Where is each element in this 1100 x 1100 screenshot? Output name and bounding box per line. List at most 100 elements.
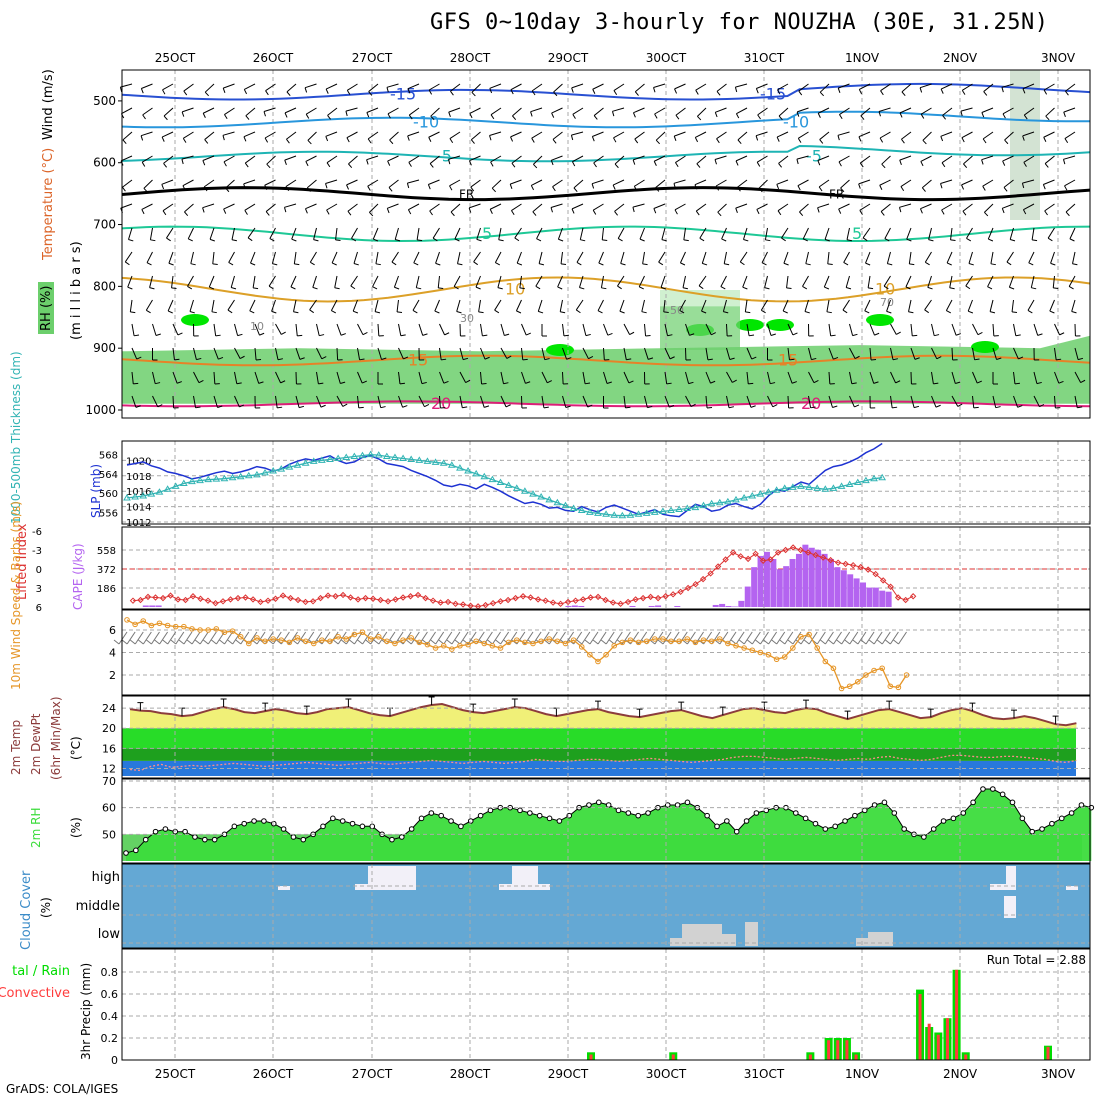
wind-barb-flag-13-5 [239, 404, 245, 408]
wind-barb-10m-flag-27 [332, 639, 339, 645]
rh-2m-point-47 [586, 802, 592, 808]
wind-barb-flag-8-37 [883, 285, 889, 290]
wind-barb-4-22 [573, 179, 584, 189]
wind-barb-8-8 [290, 275, 297, 288]
wind-barb-4-4 [203, 179, 215, 188]
wind-barb-9-14 [412, 299, 420, 311]
wind-speed-point-70 [692, 639, 699, 646]
wind-speed-point-13 [229, 628, 236, 634]
wind-barb-3-27 [675, 155, 686, 163]
slp-tick-1018: 1018 [126, 472, 151, 483]
wind-barb-flag-13-31 [772, 404, 778, 408]
wind-barb-13-9 [316, 395, 322, 408]
wind-barb-12-1 [152, 371, 156, 384]
wind-barb-10m-flag-96 [893, 639, 899, 645]
wind-barb-flag-11-45 [1056, 358, 1062, 361]
wind-barb-flag-2-23 [591, 136, 595, 142]
lifted-index-point-19 [272, 595, 279, 602]
wind-barb-flag-7-21 [560, 263, 567, 266]
wind-barb-flag-13-38 [913, 405, 920, 409]
wind-barb-flag-9-16 [456, 311, 462, 314]
wind-barb-10m-52 [540, 631, 550, 645]
wind-barb-flag-4-7 [264, 185, 268, 190]
wind-barb-10m-77 [743, 631, 753, 645]
thickness-point-46 [496, 478, 505, 486]
wind-barb-flag-3-3 [181, 158, 184, 165]
slp-tick-1016: 1016 [126, 487, 151, 498]
wind-barb-11-5 [234, 347, 241, 359]
temp-tick-12: 12 [102, 762, 116, 775]
thickness-point-2 [139, 492, 148, 499]
thickness-point-7 [179, 479, 188, 486]
wind-barb-10m-flag-2 [129, 639, 136, 645]
rh-shade-dry-band [122, 276, 1090, 307]
wind-barb-13-0 [131, 395, 137, 408]
wind-barb-3-29 [714, 155, 727, 160]
wind-speed-point-93 [879, 665, 885, 672]
wind-speed-point-87 [830, 665, 837, 672]
wind-barb-0-33 [798, 83, 809, 92]
wind-barb-flag-3-30 [735, 160, 739, 166]
wind-barb-3-17 [469, 155, 481, 162]
wind-barb-2-17 [470, 131, 481, 141]
wind-barb-8-7 [268, 275, 276, 287]
wind-barb-13-46 [1074, 395, 1078, 408]
wind-barb-flag-2-45 [1043, 137, 1047, 142]
wind-barb-flag-6-4 [209, 238, 215, 242]
wind-barb-5-8 [284, 203, 297, 208]
pressure-tick-800: 800 [93, 279, 116, 293]
rh-2m-point-50 [615, 807, 622, 814]
wind-speed-point-62 [627, 637, 634, 643]
wind-barb-0-24 [613, 83, 625, 91]
pressure-tick-900: 900 [93, 341, 116, 355]
wind-barb-flag-2-25 [634, 138, 639, 144]
wind-barb-1-5 [224, 107, 235, 115]
wind-barb-flag-1-22 [572, 114, 576, 119]
thickness-point-8 [188, 477, 196, 485]
wind-barb-7-41 [968, 251, 973, 264]
wind-barb-flag-2-2 [161, 136, 165, 142]
wind-barb-flag-13-30 [750, 405, 756, 408]
wind-speed-point-74 [725, 640, 731, 647]
wind-barb-flag-4-36 [858, 183, 861, 189]
precip-convective-bar-59 [671, 1054, 675, 1060]
wind-barb-2-29 [716, 131, 727, 140]
wind-barb-10m-flag-14 [227, 639, 233, 645]
thickness-point-57 [585, 508, 594, 515]
wind-barb-4-10 [325, 179, 338, 184]
rh-2m-point-0 [123, 850, 129, 856]
wind-barb-flag-5-13 [386, 208, 390, 214]
lifted-index-point-11 [212, 599, 219, 607]
wind-barb-flag-12-13 [399, 382, 405, 385]
wind-barb-flag-12-33 [813, 379, 819, 384]
wind-barb-9-21 [559, 299, 563, 312]
wind-barb-flag-12-1 [155, 382, 161, 385]
wind-barb-flag-7-17 [473, 261, 478, 266]
wind-barb-11-18 [500, 347, 508, 359]
wind-barb-flag-10-27 [689, 333, 695, 336]
date-label-bottom-1nov: 1NOV [845, 1067, 880, 1081]
wind-barb-4-7 [264, 179, 276, 186]
temp-band-green [122, 728, 1076, 749]
date-label-bottom-3nov: 3NOV [1041, 1067, 1076, 1081]
wind-barb-13-35 [849, 395, 855, 408]
wind-barb-flag-8-30 [742, 286, 748, 290]
lifted-index-point-83 [752, 550, 759, 558]
thickness-point-22 [301, 459, 310, 466]
wind-barb-2-13 [389, 131, 399, 141]
wind-barb-flag-10-38 [912, 334, 918, 337]
wind-barb-flag-3-4 [202, 160, 206, 166]
wind-barb-11-15 [439, 347, 442, 360]
wind-barb-flag-6-43 [1010, 239, 1016, 242]
wind-barb-flag-9-13 [396, 311, 403, 314]
lifted-index-point-94 [834, 559, 842, 566]
rh-2m-point-62 [733, 828, 740, 835]
thickness-tick-560: 560 [99, 489, 118, 500]
wind-barb-6-4 [209, 227, 215, 240]
wind-barb-flag-4-44 [1021, 182, 1025, 189]
wind-barb-6-14 [416, 227, 420, 240]
wind-barb-flag-6-6 [247, 237, 253, 242]
wind-barb-flag-5-17 [468, 207, 472, 213]
lifted-index-point-66 [624, 598, 632, 606]
lifted-index-point-51 [512, 594, 519, 602]
